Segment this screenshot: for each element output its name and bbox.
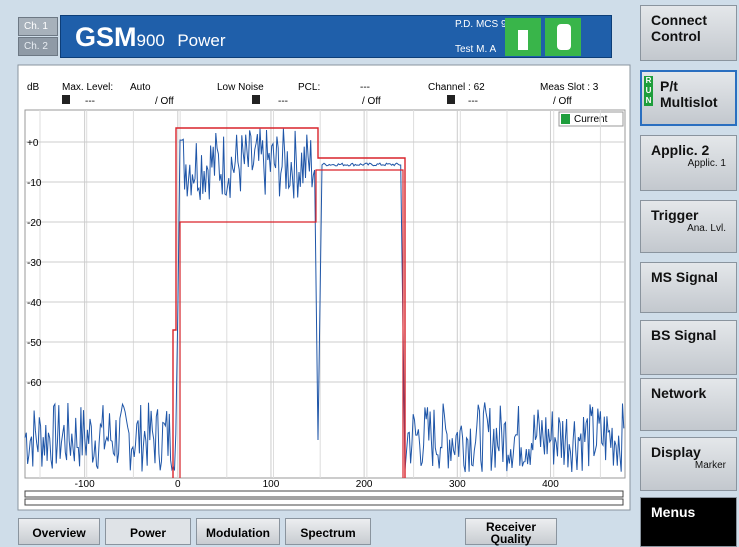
header-label: Low Noise	[217, 82, 264, 93]
softkey[interactable]: Display Marker	[640, 437, 737, 491]
softkey-label: Trigger	[651, 207, 699, 223]
header-value: / Off	[155, 96, 174, 107]
timeline	[24, 490, 624, 498]
softkey-label: Network	[651, 385, 707, 401]
header-label: PCL:	[298, 82, 320, 93]
y-tick-label: -60	[27, 378, 42, 389]
softkey[interactable]: Connect Control	[640, 5, 737, 61]
tab[interactable]: Receiver Quality	[465, 518, 557, 545]
header-value: ---	[278, 96, 288, 107]
marker-icon	[447, 95, 455, 104]
softkey[interactable]: Applic. 2 Applic. 1	[640, 135, 737, 191]
hand-icon	[545, 18, 581, 56]
softkey[interactable]: P/t Multislot RUN	[640, 70, 737, 126]
header-value: / Off	[553, 96, 572, 107]
plot-frame	[24, 109, 626, 479]
x-tick-label: 100	[263, 479, 280, 490]
timeline	[24, 498, 624, 506]
tab[interactable]: Overview	[18, 518, 100, 545]
x-tick-label: 0	[175, 479, 181, 490]
softkey-label: Applic. 2	[651, 142, 710, 158]
x-tick-label: 300	[449, 479, 466, 490]
x-tick-label: -100	[75, 479, 95, 490]
run-badge: RUN	[644, 76, 653, 106]
softkey[interactable]: MS Signal	[640, 262, 737, 313]
title-mode: Power	[177, 31, 226, 50]
header-value: / Off	[362, 96, 381, 107]
softkey-label: BS Signal	[651, 327, 717, 343]
y-tick-label: +0	[27, 138, 39, 149]
softkey-label: P/t Multislot	[660, 78, 718, 110]
y-tick-label: -20	[27, 218, 42, 229]
tab[interactable]: Power	[105, 518, 191, 545]
tab[interactable]: Modulation	[196, 518, 280, 545]
softkey[interactable]: BS Signal	[640, 320, 737, 375]
softkey[interactable]: Trigger Ana. Lvl.	[640, 200, 737, 253]
legend	[558, 111, 624, 127]
header-value: ---	[85, 96, 95, 107]
y-tick-label: -10	[27, 178, 42, 189]
status: P.D. MCS 9	[455, 19, 507, 30]
y-tick-label: -40	[27, 298, 42, 309]
header-label: Auto	[130, 82, 151, 93]
header-label: Channel : 62	[428, 82, 485, 93]
title-main: GSM	[75, 22, 137, 52]
y-tick-label: -50	[27, 338, 42, 349]
legend-label: Current	[574, 114, 608, 125]
phone-icon	[505, 18, 541, 56]
header-label: Max. Level:	[62, 82, 113, 93]
softkey-label: Connect Control	[651, 12, 707, 44]
status: Test M. A	[455, 44, 497, 55]
softkey-sub: Ana. Lvl.	[687, 223, 726, 234]
softkey-label: Menus	[651, 504, 696, 520]
x-tick-label: 400	[542, 479, 559, 490]
softkey-sub: Marker	[694, 460, 726, 471]
softkey-sub: Applic. 1	[687, 158, 726, 169]
tab[interactable]: Spectrum	[285, 518, 371, 545]
plot-panel	[17, 64, 631, 511]
trace	[24, 128, 625, 473]
header-label: Meas Slot : 3	[540, 82, 599, 93]
y-tick-label: -30	[27, 258, 42, 269]
mask-upper	[172, 127, 406, 478]
marker-icon	[252, 95, 260, 104]
header-label: dB	[27, 82, 40, 93]
title-bar: GSM900 Power P.D. MCS 9 Test M. A	[60, 15, 612, 58]
channel-button[interactable]: Ch. 1	[18, 17, 58, 36]
legend-swatch	[561, 114, 570, 124]
channel-button[interactable]: Ch. 2	[18, 37, 58, 56]
x-tick-label: 200	[356, 479, 373, 490]
mask-lower	[179, 169, 404, 478]
title-band: 900	[136, 31, 165, 50]
header-label: ---	[360, 82, 370, 93]
softkey-label: MS Signal	[651, 269, 718, 285]
title: GSM900 Power	[75, 22, 226, 53]
marker-icon	[62, 95, 70, 104]
softkey-label: Display	[651, 444, 701, 460]
header-value: ---	[468, 96, 478, 107]
softkey[interactable]: Menus	[640, 497, 737, 547]
softkey[interactable]: Network	[640, 378, 737, 431]
